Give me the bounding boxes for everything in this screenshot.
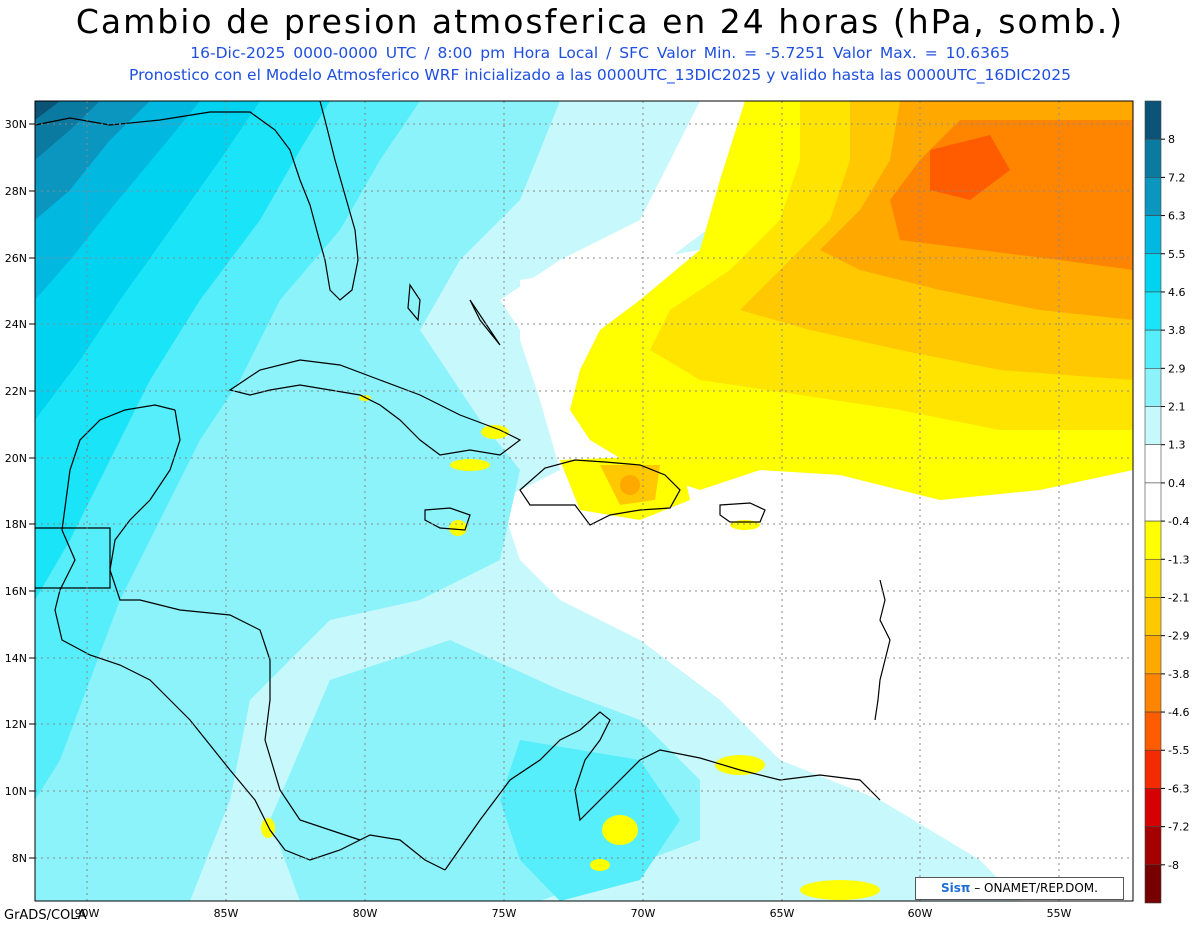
colorbar-label: -2.9 — [1168, 630, 1189, 643]
colorbar-label: 3.8 — [1168, 324, 1186, 337]
colorbar-label: -8 — [1168, 859, 1179, 872]
lon-label: 80W — [353, 907, 378, 920]
latitude-labels: 30N 28N 26N 24N 22N 20N 18N 16N 14N 12N … — [5, 118, 27, 865]
colorbar-label: 2.1 — [1168, 401, 1186, 414]
lat-label: 30N — [5, 118, 27, 131]
colorbar-swatch — [1144, 520, 1162, 560]
colorbar-swatch — [1144, 253, 1162, 293]
colorbar-label: -2.1 — [1168, 591, 1189, 604]
lat-label: 26N — [5, 252, 27, 265]
colorbar-label: 5.5 — [1168, 248, 1186, 261]
coastlines — [35, 101, 891, 871]
lon-label: 65W — [770, 907, 795, 920]
model-run-line: Pronostico con el Modelo Atmosferico WRF… — [129, 66, 1071, 84]
colorbar-label: 7.2 — [1168, 171, 1186, 184]
colorbar-swatch — [1144, 291, 1162, 331]
colorbar-swatch — [1144, 329, 1162, 369]
colorbar-swatch — [1144, 749, 1162, 789]
sispi-logo: Sisπ — [941, 881, 971, 895]
colorbar-swatch — [1144, 597, 1162, 636]
lon-label: 70W — [631, 907, 656, 920]
onamet-watermark: Sisπ – ONAMET/REP.DOM. — [915, 877, 1124, 900]
colorbar-swatch — [1144, 864, 1162, 904]
colorbar-swatch — [1144, 215, 1162, 255]
shaded-field — [35, 101, 1133, 901]
colorbar-swatch — [1144, 177, 1162, 216]
colorbar-swatch — [1144, 711, 1162, 751]
colorbar-label: -1.3 — [1168, 553, 1189, 566]
grads-credit: GrADS/COLA — [4, 908, 87, 923]
lat-ticks — [29, 123, 35, 859]
colorbar-label: -6.3 — [1168, 782, 1189, 795]
lat-label: 16N — [5, 585, 27, 598]
lon-label: 55W — [1047, 907, 1072, 920]
lat-label: 28N — [5, 185, 27, 198]
longitude-labels: 90W 85W 80W 75W 70W 65W 60W 55W — [75, 907, 1072, 920]
lon-label: 60W — [908, 907, 933, 920]
map-title: Cambio de presion atmosferica en 24 hora… — [75, 2, 1125, 41]
lon-label: 85W — [214, 907, 239, 920]
colorbar-swatch — [1144, 406, 1162, 446]
colorbar-swatch — [1144, 138, 1162, 178]
colorbar-label: 4.6 — [1168, 286, 1186, 299]
colorbar-swatch — [1144, 826, 1162, 866]
watermark-text: – ONAMET/REP.DOM. — [970, 881, 1098, 895]
plot-frame — [34, 100, 1134, 902]
colorbar-swatch — [1144, 444, 1162, 484]
colorbar-swatch — [1144, 558, 1162, 598]
colorbar-swatch — [1144, 635, 1162, 675]
valid-time-line: 16-Dic-2025 0000-0000 UTC / 8:00 pm Hora… — [190, 44, 1010, 62]
lat-label: 24N — [5, 318, 27, 331]
colorbar-label: -3.8 — [1168, 668, 1189, 681]
colorbar-label: -4.6 — [1168, 706, 1189, 719]
colorbar-label: -5.5 — [1168, 744, 1189, 757]
colorbar-label: -0.4 — [1168, 515, 1189, 528]
colorbar-swatch — [1144, 368, 1162, 407]
graticule — [35, 101, 1133, 901]
colorbar-swatch — [1144, 100, 1162, 140]
lon-label: 75W — [492, 907, 517, 920]
lat-label: 8N — [12, 852, 27, 865]
lat-label: 20N — [5, 452, 27, 465]
colorbar-label: -7.2 — [1168, 821, 1189, 834]
lat-label: 14N — [5, 652, 27, 665]
lat-label: 22N — [5, 385, 27, 398]
colorbar-swatch — [1144, 482, 1162, 522]
lat-label: 12N — [5, 718, 27, 731]
colorbar-swatch — [1144, 788, 1162, 827]
colorbar-label: 1.3 — [1168, 439, 1186, 452]
lat-label: 18N — [5, 518, 27, 531]
colorbar-label: 6.3 — [1168, 210, 1186, 223]
colorbar-label: 0.4 — [1168, 477, 1186, 490]
colorbar-label: 8 — [1168, 133, 1175, 146]
lat-label: 10N — [5, 785, 27, 798]
colorbar-label: 2.9 — [1168, 362, 1186, 375]
colorbar-swatch — [1144, 673, 1162, 713]
colorbar: 8 7.2 6.3 5.5 4.6 3.8 2.9 2.1 1.3 0.4 -0.4 -1.3 -2.1… — [1144, 100, 1189, 904]
lon-label: 90W — [75, 907, 100, 920]
